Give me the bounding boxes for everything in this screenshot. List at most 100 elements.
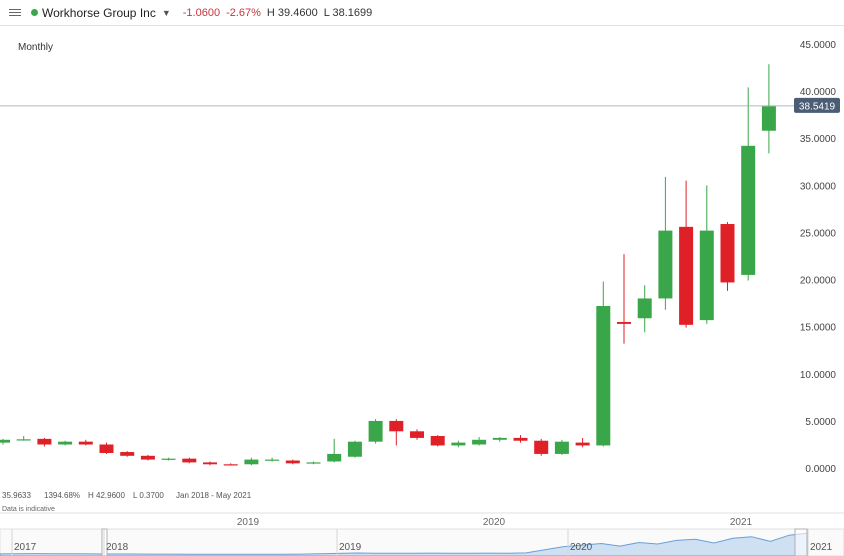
- candle[interactable]: [534, 438, 549, 456]
- candle-body: [492, 437, 507, 440]
- candle[interactable]: [596, 281, 611, 447]
- price-tag: [794, 97, 840, 113]
- candle-body: [120, 452, 135, 456]
- navigator-label: 2020: [570, 542, 593, 553]
- header-bar: Workhorse Group Inc ▼ -1.0600 -2.67% H 3…: [0, 0, 844, 26]
- navigator-label: 2017: [14, 542, 37, 553]
- candle[interactable]: [554, 439, 569, 455]
- candle[interactable]: [575, 437, 590, 448]
- candle[interactable]: [37, 437, 52, 447]
- time-tick-label: 2019: [237, 517, 260, 528]
- candle[interactable]: [244, 457, 259, 466]
- navigator-label: 2018: [106, 542, 129, 553]
- navigator-series: [0, 532, 809, 556]
- candle[interactable]: [347, 440, 362, 458]
- candle-body: [534, 440, 549, 454]
- candle[interactable]: [0, 438, 10, 445]
- candle[interactable]: [637, 285, 652, 333]
- candle-body: [513, 437, 528, 441]
- candle-body: [575, 442, 590, 446]
- candle-body: [617, 322, 631, 324]
- candle-body: [182, 458, 197, 463]
- info-strip: 35.9633 1394.68% H 42.9600 L 0.3700 Jan …: [2, 491, 252, 513]
- candle[interactable]: [306, 461, 321, 465]
- price-tick-label: 30.0000: [800, 181, 837, 192]
- candle-body: [99, 444, 114, 453]
- hamburger-menu-icon[interactable]: [9, 9, 21, 16]
- candle[interactable]: [223, 463, 238, 466]
- info-percent: 1394.68%: [44, 491, 80, 500]
- candlestick-chart[interactable]: 45.0000 40.0000 35.0000 30.0000 25.0000 20.00…: [0, 26, 844, 556]
- candle[interactable]: [285, 459, 300, 465]
- info-range: Jan 2018 - May 2021: [176, 491, 252, 500]
- candle[interactable]: [182, 457, 197, 464]
- period-label[interactable]: Monthly: [18, 42, 54, 53]
- candle[interactable]: [368, 419, 383, 444]
- chevron-down-icon[interactable]: ▼: [161, 7, 171, 18]
- instrument-title[interactable]: Workhorse Group Inc: [42, 5, 156, 20]
- info-high: H 42.9600: [88, 491, 125, 500]
- candle[interactable]: [389, 419, 404, 446]
- candle-body: [554, 441, 569, 454]
- price-change: -1.0600: [182, 6, 221, 19]
- candle-body: [0, 439, 10, 443]
- candle-body: [451, 442, 466, 446]
- candle-body: [699, 230, 714, 321]
- candle[interactable]: [16, 436, 31, 441]
- candle-body: [472, 439, 487, 445]
- candles-layer: [0, 64, 776, 466]
- candle[interactable]: [265, 457, 280, 462]
- navigator[interactable]: 2017 2018 2019 2020 2021: [0, 528, 844, 556]
- candle-body: [761, 106, 776, 131]
- info-value: 35.9633: [2, 491, 31, 500]
- candle[interactable]: [658, 176, 673, 310]
- candle-body: [265, 459, 280, 461]
- candle-body: [161, 458, 176, 460]
- candle[interactable]: [679, 180, 694, 328]
- session-high: H 39.4600: [266, 6, 318, 19]
- price-tick-label: 25.0000: [800, 228, 837, 239]
- price-axis: 45.0000 40.0000 35.0000 30.0000 25.0000 20.00…: [800, 40, 837, 475]
- candle[interactable]: [451, 440, 466, 448]
- candle[interactable]: [761, 64, 776, 154]
- candle[interactable]: [472, 436, 487, 446]
- candle-body: [16, 439, 31, 441]
- candle-body: [679, 226, 694, 325]
- price-tick-label: 15.0000: [800, 323, 837, 334]
- price-tick-label: 10.0000: [800, 370, 837, 381]
- candle-body: [58, 441, 73, 445]
- candle-body: [37, 438, 52, 445]
- price-tick-label: 35.0000: [800, 134, 837, 145]
- candle[interactable]: [327, 438, 342, 463]
- candle[interactable]: [492, 436, 507, 442]
- candle-body: [140, 455, 155, 460]
- time-axis: 2019 2020 2021: [0, 512, 844, 528]
- candle[interactable]: [410, 429, 424, 440]
- candle[interactable]: [720, 222, 735, 291]
- price-tick-label: 20.0000: [800, 276, 837, 287]
- session-low: L 38.1699: [323, 6, 373, 19]
- candle-body: [347, 441, 362, 457]
- candle[interactable]: [430, 435, 445, 447]
- candle[interactable]: [203, 461, 217, 466]
- candle[interactable]: [617, 254, 631, 344]
- navigator-right-handle[interactable]: [794, 528, 808, 556]
- candle-body: [658, 230, 673, 299]
- candle-body: [306, 462, 321, 464]
- candle[interactable]: [58, 440, 73, 446]
- candle[interactable]: [99, 442, 114, 454]
- candle[interactable]: [699, 185, 714, 324]
- candle-body: [244, 459, 259, 465]
- candle[interactable]: [78, 439, 93, 446]
- candle[interactable]: [741, 87, 756, 281]
- candle[interactable]: [513, 435, 528, 443]
- candle[interactable]: [161, 457, 176, 461]
- candle[interactable]: [140, 454, 155, 461]
- candle-body: [285, 460, 300, 464]
- price-tag-label: 38.5419: [799, 101, 836, 112]
- candle-body: [720, 224, 735, 283]
- price-tick-label: 0.0000: [805, 464, 836, 475]
- time-tick-label: 2021: [730, 517, 753, 528]
- candle-body: [410, 431, 424, 438]
- candle[interactable]: [120, 451, 135, 457]
